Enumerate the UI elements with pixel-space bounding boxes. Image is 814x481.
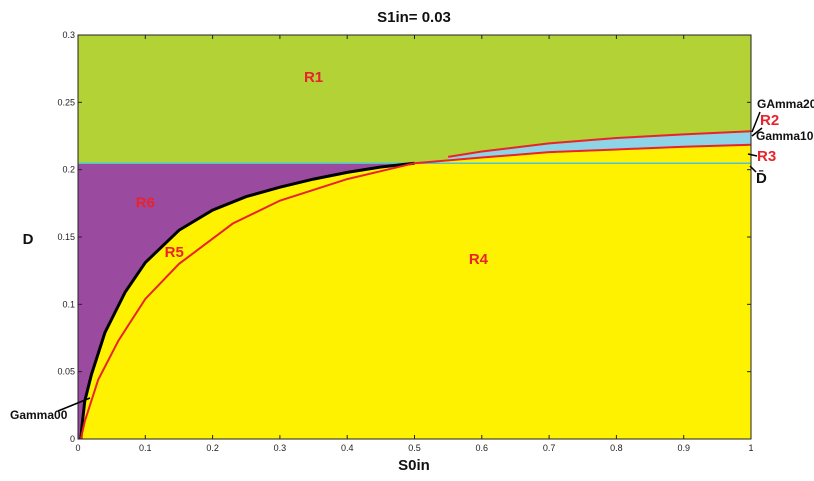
- dbar-annotation-leader: [749, 165, 757, 173]
- y-axis-label: D: [23, 231, 34, 248]
- r2-annotation-leader: [751, 127, 763, 137]
- x-tick-label: 0.2: [206, 443, 219, 453]
- r3-annotation-leader: [747, 153, 758, 157]
- y-tick-label: 0.25: [57, 97, 75, 107]
- x-tick-label: 0.4: [341, 443, 354, 453]
- x-axis-label: S0in: [398, 457, 430, 474]
- chart-title: S1in= 0.03: [377, 9, 451, 26]
- y-tick-label: 0.15: [57, 232, 75, 242]
- dbar-annotation: D̄: [756, 169, 767, 187]
- gamma00-annotation-leader: [57, 397, 91, 412]
- x-tick-label: 0.9: [677, 443, 690, 453]
- region-label-r5: R5: [165, 244, 184, 261]
- region-label-r1: R1: [304, 69, 323, 86]
- x-tick-label: 0: [75, 443, 80, 453]
- x-tick-label: 0.5: [408, 443, 421, 453]
- region-labels: R1 R6 R5 R4: [136, 69, 489, 268]
- region-r6-fill: [78, 163, 415, 439]
- x-tick-label: 0.1: [139, 443, 152, 453]
- y-tick-label: 0: [70, 434, 75, 444]
- x-tick-label: 0.3: [274, 443, 287, 453]
- gamma10-curve: [79, 143, 751, 439]
- gamma20-curve: [447, 130, 751, 158]
- gamma20-annotation: GAmma20: [757, 97, 814, 111]
- gamma20-annotation-leader: [751, 111, 761, 133]
- region-r2-r3-fill: [448, 131, 751, 161]
- y-tick-label: 0.05: [57, 367, 75, 377]
- x-tick-label: 0.6: [476, 443, 489, 453]
- x-tick-label: 0.7: [543, 443, 556, 453]
- region-label-r4: R4: [469, 251, 489, 268]
- plot-area: [78, 35, 751, 439]
- y-tick-label: 0.1: [62, 299, 75, 309]
- y-tick-label: 0.3: [62, 30, 75, 40]
- y-tick-label: 0.2: [62, 165, 75, 175]
- region-label-r6: R6: [136, 194, 155, 211]
- axes: 0 0.1 0.2 0.3 0.4 0.5 0.6 0.7 0.8 0.9 1 0 0.05 0.1 0.1…: [57, 30, 753, 453]
- region-r4-upper-fill: [414, 144, 751, 164]
- x-tick-label: 0.8: [610, 443, 623, 453]
- gamma00-curve: [79, 161, 415, 439]
- x-tick-label: 1: [748, 443, 753, 453]
- gamma10-annotation: Gamma10: [756, 129, 814, 143]
- r3-annotation: R3: [757, 148, 776, 165]
- r2-annotation: R2: [760, 112, 779, 129]
- gamma00-annotation: Gamma00: [10, 408, 68, 422]
